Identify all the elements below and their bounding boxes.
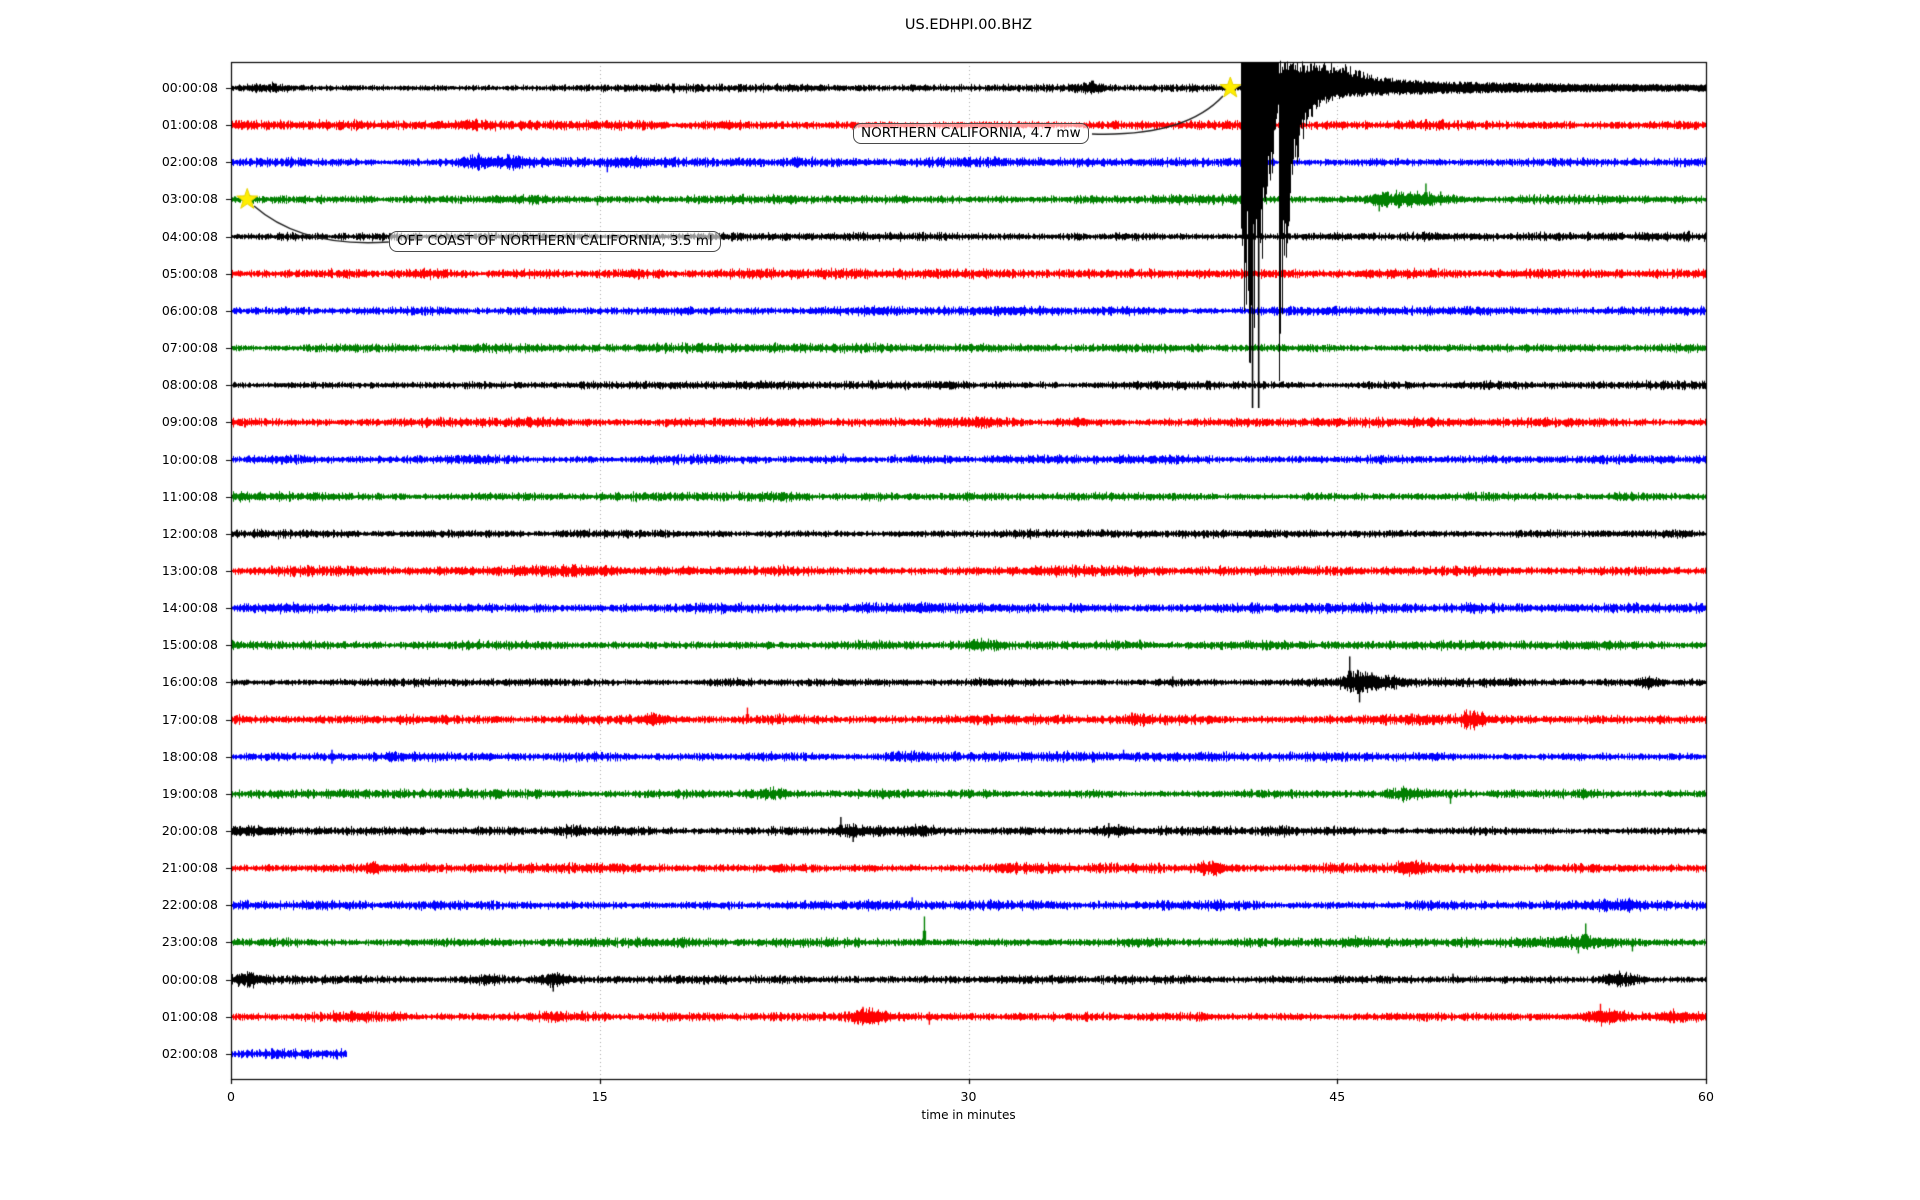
y-tick-label: 07:00:08 [161,340,218,356]
y-tick-label: 16:00:08 [161,674,218,690]
annotation-northern-california-label: NORTHERN CALIFORNIA, 4.7 mw [853,123,1089,144]
x-axis-title: time in minutes [921,1108,1016,1122]
x-tick-label: 30 [960,1089,977,1104]
y-tick-label: 21:00:08 [161,860,218,876]
y-tick-label: 15:00:08 [161,637,218,653]
x-tick-label: 45 [1329,1089,1346,1104]
y-tick-label: 06:00:08 [161,302,218,318]
y-tick-label: 18:00:08 [161,748,218,764]
y-tick-label: 01:00:08 [161,1008,218,1024]
y-tick-label: 08:00:08 [161,377,218,393]
y-tick-label: 02:00:08 [161,1045,218,1061]
x-tick-label: 0 [227,1089,235,1104]
y-tick-label: 13:00:08 [161,562,218,578]
y-tick-label: 01:00:08 [161,117,218,133]
y-tick-label: 09:00:08 [161,414,218,430]
x-tick-label: 60 [1698,1089,1714,1104]
y-tick-label: 14:00:08 [161,600,218,616]
y-tick-label: 19:00:08 [161,785,218,801]
annotation-off-coast-label: OFF COAST OF NORTHERN CALIFORNIA, 3.5 ml [389,231,721,252]
y-tick-label: 20:00:08 [161,823,218,838]
y-tick-label: 23:00:08 [161,934,218,950]
y-tick-label: 05:00:08 [161,265,218,281]
y-tick-label: 00:00:08 [161,971,218,987]
y-tick-label: 03:00:08 [161,191,218,207]
y-tick-label: 11:00:08 [161,488,218,504]
y-tick-label: 22:00:08 [161,897,218,913]
y-tick-label: 12:00:08 [161,525,218,541]
y-tick-label: 00:00:08 [161,80,218,95]
y-tick-label: 17:00:08 [161,711,218,727]
y-tick-label: 04:00:08 [161,228,218,244]
y-tick-label: 02:00:08 [161,154,218,170]
x-tick-label: 15 [591,1089,608,1104]
y-tick-label: 10:00:08 [161,451,218,467]
chart-title: US.EDHPI.00.BHZ [904,17,1033,33]
